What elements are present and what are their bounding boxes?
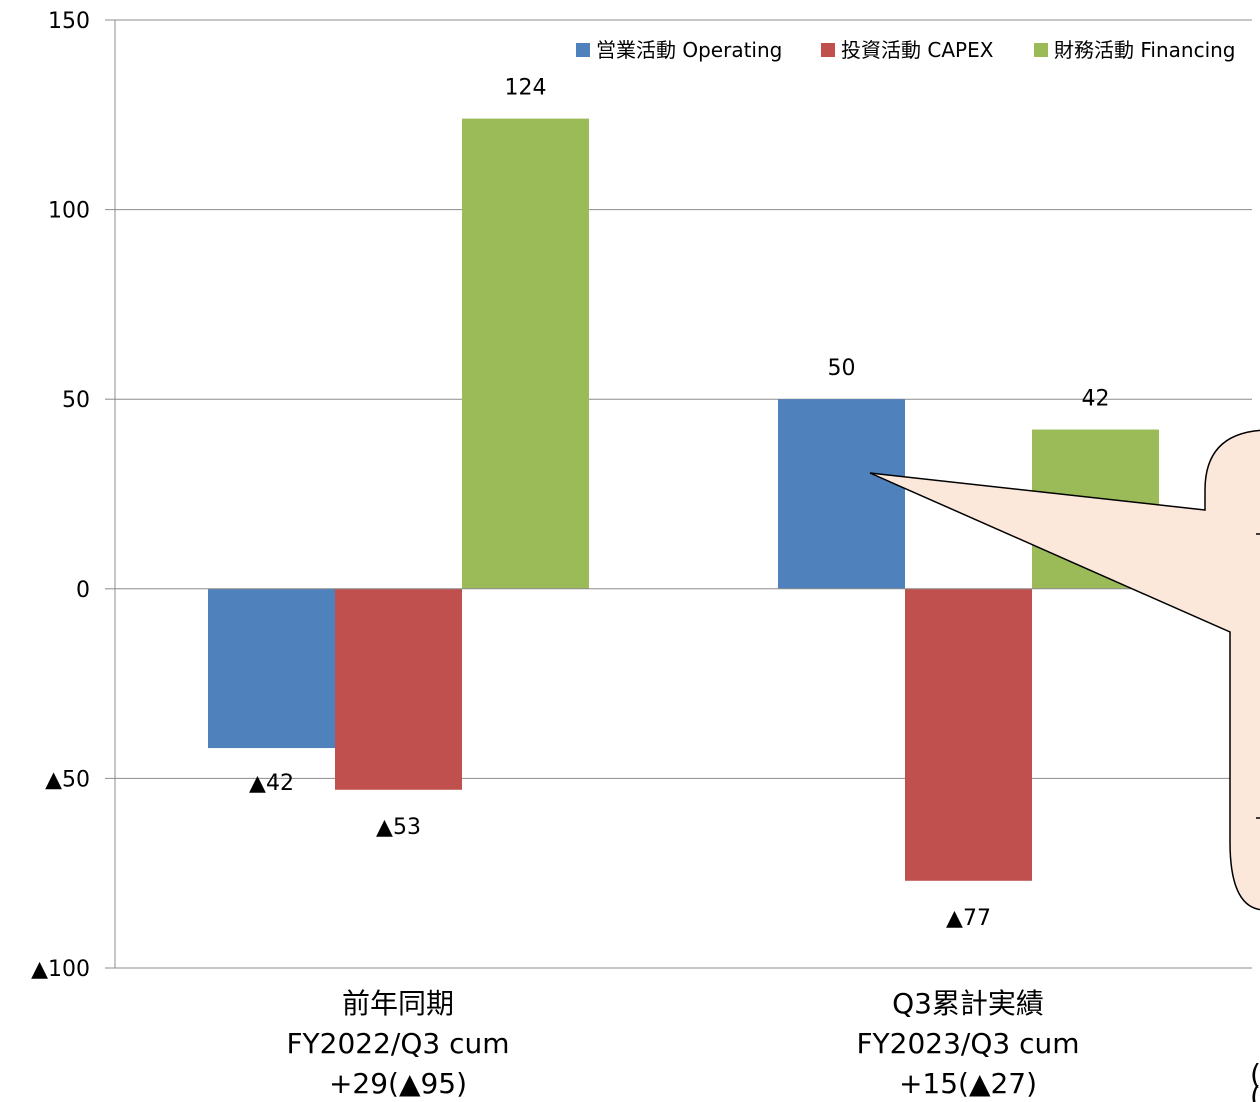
y-tick-label: ▲50 <box>45 767 90 792</box>
x-category-label-line1: 前年同期 <box>342 987 454 1020</box>
bar <box>462 118 589 589</box>
callout-bubble <box>869 429 1260 911</box>
data-label: ▲53 <box>376 815 421 840</box>
y-tick-label: ▲100 <box>31 957 90 982</box>
data-labels: ▲42 50 ▲53 ▲77 124 42 <box>249 76 1109 931</box>
x-category-label-line2: FY2022/Q3 cum <box>286 1027 509 1060</box>
x-category-label-line3: +29(▲95) <box>329 1067 467 1100</box>
y-tick-label: 150 <box>48 9 90 34</box>
bar <box>208 588 335 749</box>
legend-swatch <box>576 43 590 57</box>
x-category-label-line1: Q3累計実績 <box>892 987 1044 1020</box>
legend-label: 営業活動 Operating <box>596 38 782 62</box>
x-category-label-line3: +15(▲27) <box>899 1067 1037 1100</box>
y-tick-label: 50 <box>62 388 90 413</box>
legend-label: 投資活動 CAPEX <box>841 38 994 62</box>
y-tick-label: 0 <box>76 578 90 603</box>
y-axis-ticks: 150 100 50 0 ▲50 ▲100 <box>31 9 115 982</box>
legend-swatch <box>1034 43 1048 57</box>
y-tick-label: 100 <box>48 199 90 224</box>
bar <box>778 399 905 589</box>
edge-fragment: ( <box>1250 1058 1260 1091</box>
x-category-label-line2: FY2023/Q3 cum <box>856 1027 1079 1060</box>
data-label: 124 <box>505 76 547 101</box>
bar <box>905 588 1032 881</box>
data-label: ▲77 <box>946 906 991 931</box>
bar <box>335 588 462 790</box>
data-label: 42 <box>1082 387 1110 412</box>
data-label: ▲42 <box>249 771 294 796</box>
gridlines <box>115 19 1252 969</box>
legend: 営業活動 Operating 投資活動 CAPEX 財務活動 Financing <box>576 38 1236 62</box>
edge-fragment: ( <box>1250 1080 1260 1102</box>
callout-shape <box>869 429 1260 911</box>
legend-swatch <box>821 43 835 57</box>
data-label: 50 <box>828 356 856 381</box>
x-axis-categories: 前年同期 FY2022/Q3 cum +29(▲95) Q3累計実績 FY2023/Q3… <box>286 987 1079 1100</box>
legend-label: 財務活動 Financing <box>1054 38 1236 62</box>
clipped-text-fragments: (( <box>1250 1058 1260 1102</box>
